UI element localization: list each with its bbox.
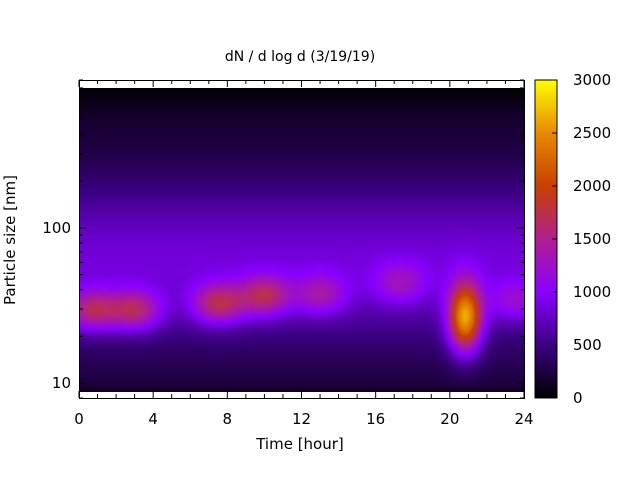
- colorbar-tick-label: 1500: [573, 230, 611, 248]
- y-tick-label: 100: [42, 219, 71, 237]
- colorbar-tick-label: 1000: [573, 283, 611, 301]
- colorbar-tick-label: 2000: [573, 177, 611, 195]
- colorbar-tick-label: 3000: [573, 71, 611, 89]
- colorbar-tick-label: 500: [573, 336, 602, 354]
- chart-title: dN / d log d (3/19/19): [225, 49, 375, 65]
- x-axis-label: Time [hour]: [255, 435, 344, 453]
- x-tick-label: 24: [514, 410, 533, 428]
- x-axis: 0 4 8 12 16 20 24: [74, 80, 534, 428]
- y-tick-label: 10: [52, 374, 71, 392]
- colorbar-tick-label: 0: [573, 389, 583, 407]
- y-axis: 10 100: [42, 79, 524, 399]
- colorbar-axis: 0 500 1000 1500 2000 2500 3000: [552, 71, 611, 407]
- x-tick-label: 0: [74, 410, 84, 428]
- x-tick-label: 8: [223, 410, 233, 428]
- y-axis-label: Particle size [nm]: [1, 175, 19, 305]
- x-tick-label: 16: [366, 410, 385, 428]
- x-tick-label: 20: [440, 410, 459, 428]
- x-tick-label: 4: [148, 410, 158, 428]
- colorbar-tick-label: 2500: [573, 124, 611, 142]
- x-tick-label: 12: [292, 410, 311, 428]
- heatmap-area: [79, 88, 524, 392]
